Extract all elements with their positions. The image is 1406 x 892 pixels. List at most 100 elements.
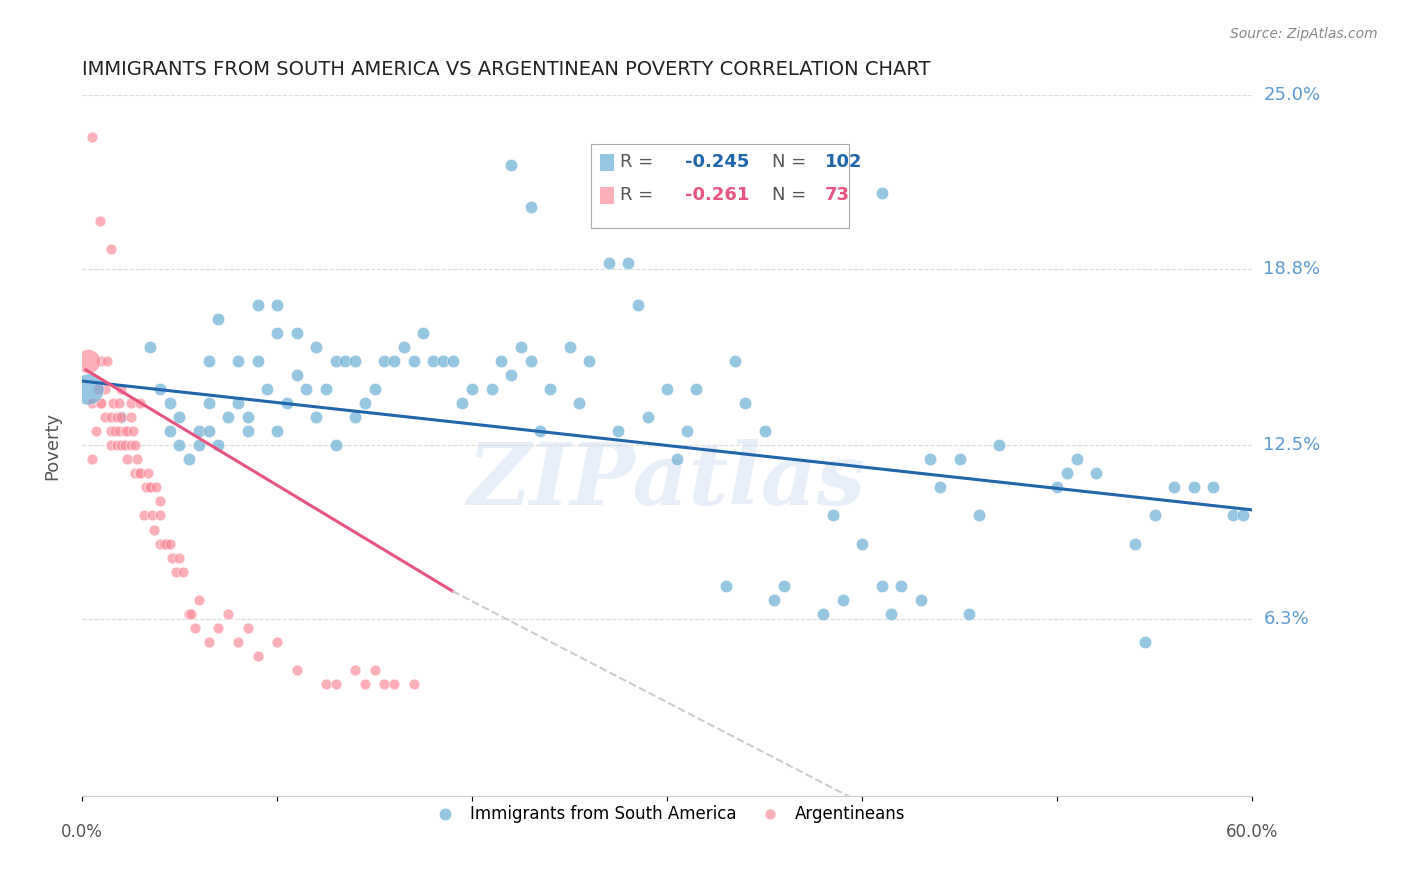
Point (295, 383, 318, 397)
Point (160, 550, 183, 565)
Point (1133, 634, 1156, 648)
Point (155, 536, 177, 550)
Point (1163, 481, 1185, 495)
Point (529, 425, 551, 439)
Point (987, 438, 1010, 452)
Point (125, 452, 148, 467)
Y-axis label: Poverty: Poverty (44, 411, 60, 480)
Point (344, 663, 367, 677)
Point (266, 425, 288, 439)
Point (100, 410, 122, 425)
Point (80, 130, 103, 145)
Point (76, 383, 98, 397)
Point (929, 481, 952, 495)
Point (1232, 508, 1254, 523)
Bar (591, 145, 849, 228)
Point (169, 438, 191, 452)
Point (135, 481, 157, 495)
Point (675, 425, 697, 439)
Text: ZIPatlas: ZIPatlas (468, 439, 866, 522)
Point (519, 201, 541, 215)
Point (461, 383, 484, 397)
Point (110, 410, 132, 425)
Point (256, 383, 278, 397)
Point (890, 578, 912, 592)
Text: N =: N = (772, 153, 813, 171)
Text: R =: R = (620, 153, 659, 171)
Point (149, 383, 172, 397)
Text: R =: R = (620, 186, 659, 204)
Point (149, 494, 172, 508)
Point (207, 438, 229, 452)
Point (665, 452, 688, 467)
Point (1056, 467, 1078, 481)
Point (139, 341, 162, 355)
Point (246, 298, 269, 312)
Point (422, 354, 444, 368)
Point (120, 438, 142, 452)
Point (519, 354, 541, 368)
Point (959, 607, 981, 621)
Point (773, 578, 796, 592)
Point (392, 341, 415, 355)
Point (96, 354, 118, 368)
Point (217, 607, 239, 621)
Point (159, 425, 181, 439)
Point (236, 425, 259, 439)
Point (128, 467, 150, 481)
Point (714, 578, 737, 592)
Point (558, 341, 581, 355)
Point (1182, 481, 1205, 495)
Point (870, 578, 893, 592)
Point (124, 438, 146, 452)
Point (353, 396, 375, 410)
Point (1222, 508, 1244, 523)
Point (266, 298, 288, 312)
Point (134, 508, 156, 523)
Point (90, 354, 112, 368)
Point (226, 396, 249, 410)
Point (402, 354, 425, 368)
Point (432, 354, 454, 368)
Point (236, 620, 259, 634)
Point (110, 410, 132, 425)
Point (149, 536, 172, 550)
Text: 6.3%: 6.3% (1264, 610, 1309, 628)
Point (188, 425, 211, 439)
Point (285, 326, 308, 341)
Text: Source: ZipAtlas.com: Source: ZipAtlas.com (1230, 27, 1378, 41)
Point (94, 410, 117, 425)
Point (373, 676, 395, 690)
Point (821, 508, 844, 523)
Point (910, 592, 932, 607)
Point (207, 312, 229, 326)
Text: -0.261: -0.261 (685, 186, 749, 204)
Point (197, 396, 219, 410)
Text: 18.8%: 18.8% (1264, 260, 1320, 278)
Point (637, 410, 659, 425)
Point (159, 536, 181, 550)
Point (100, 425, 122, 439)
Point (110, 383, 132, 397)
Point (108, 396, 131, 410)
Point (80, 452, 103, 467)
Point (114, 438, 136, 452)
Point (169, 550, 191, 565)
Point (578, 354, 600, 368)
Text: 25.0%: 25.0% (1264, 87, 1320, 104)
Point (139, 481, 162, 495)
Point (382, 676, 405, 690)
Point (217, 410, 239, 425)
Point (967, 508, 990, 523)
Point (188, 438, 211, 452)
Text: 102: 102 (825, 153, 863, 171)
Point (363, 383, 385, 397)
Point (136, 467, 159, 481)
Point (84, 425, 107, 439)
Point (1046, 481, 1069, 495)
Point (236, 410, 259, 425)
Text: 12.5%: 12.5% (1264, 436, 1320, 455)
Point (481, 383, 503, 397)
Point (305, 410, 328, 425)
Point (851, 536, 873, 550)
